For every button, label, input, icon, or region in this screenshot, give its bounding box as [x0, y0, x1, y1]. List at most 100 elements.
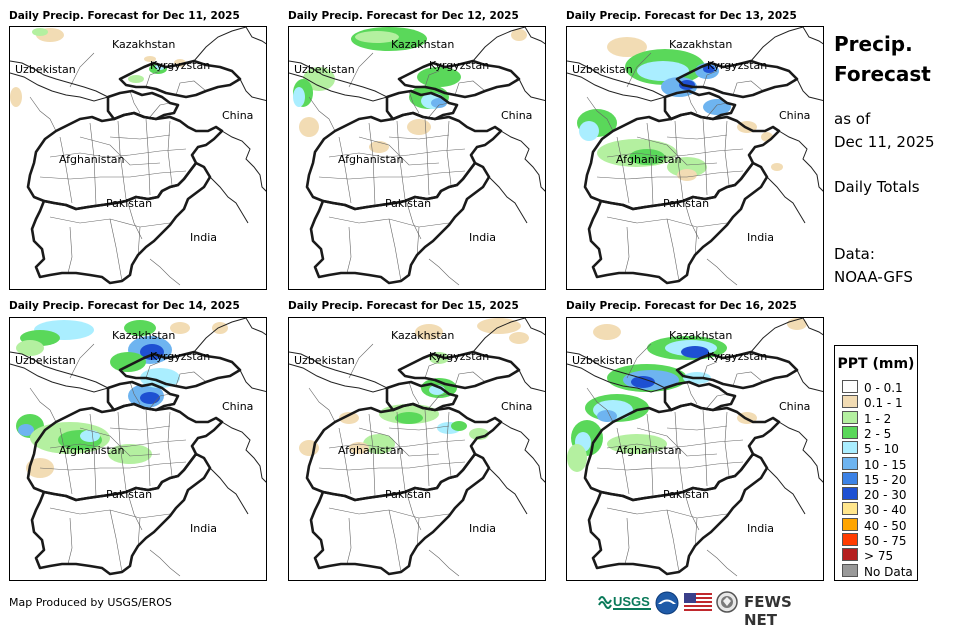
precip-map-dec-12: Kazakhstan Uzbekistan Kyrgyzstan China Afgha… [288, 26, 546, 290]
precip-cell [10, 87, 22, 107]
legend-label: 15 - 20 [864, 472, 907, 487]
legend-item: > 75 [842, 548, 893, 563]
precip-map-dec-11: Kazakhstan Uzbekistan Kyrgyzstan China Afgha… [9, 26, 267, 290]
legend-label: 40 - 50 [864, 518, 907, 533]
precip-cell [703, 65, 715, 73]
country-label-china: China [501, 109, 533, 122]
precip-cell [212, 322, 228, 334]
precip-cell [110, 352, 146, 372]
precip-cell [593, 324, 621, 340]
focus-country-boundaries [583, 59, 799, 285]
country-label-pakistan: Pakistan [663, 197, 710, 210]
legend-item: 15 - 20 [842, 471, 907, 487]
country-label-pakistan: Pakistan [106, 488, 153, 501]
country-label-afghanistan: Afghanistan [338, 444, 404, 457]
map-canvas [567, 318, 823, 577]
country-boundaries-outer [289, 318, 545, 515]
precip-cell [451, 421, 467, 431]
precip-cell [128, 75, 144, 83]
country-label-pakistan: Pakistan [106, 197, 153, 210]
legend-item: 0.1 - 1 [842, 395, 903, 410]
data-source-label: Data: [834, 245, 875, 263]
country-label-kyrgyzstan: Kyrgyzstan [150, 59, 211, 72]
legend-label: 2 - 5 [864, 426, 892, 441]
daily-totals-label: Daily Totals [834, 178, 920, 196]
precip-cell [170, 322, 190, 334]
legend-item: 0 - 0.1 [842, 380, 903, 395]
legend-swatch [842, 533, 858, 546]
usgs-logo: USGS [598, 591, 652, 615]
country-label-pakistan: Pakistan [385, 197, 432, 210]
legend-swatch [842, 563, 858, 577]
noaa-logo [655, 591, 679, 615]
as-of-label: as of [834, 110, 871, 128]
precip-map-dec-13: Kazakhstan Uzbekistan Kyrgyzstan China Afgha… [566, 26, 824, 290]
country-label-india: India [469, 522, 496, 535]
precip-field [16, 320, 228, 478]
province-boundaries [29, 343, 207, 577]
legend-swatch [842, 425, 858, 439]
precip-map-dec-15: Kazakhstan Uzbekistan Kyrgyzstan China Afgha… [288, 317, 546, 581]
country-label-india: India [469, 231, 496, 244]
precip-cell [509, 332, 529, 344]
precip-cell [32, 28, 48, 36]
forecast-heading-line1: Precip. [834, 32, 913, 56]
country-label-pakistan: Pakistan [663, 488, 710, 501]
country-label-afghanistan: Afghanistan [338, 153, 404, 166]
precip-cell [363, 434, 395, 454]
map-canvas [289, 27, 545, 286]
fews-net-logo: FEWS NET [744, 593, 792, 629]
legend-label: No Data [864, 564, 913, 579]
legend-swatch [842, 456, 858, 470]
precip-cell [407, 119, 431, 135]
country-label-afghanistan: Afghanistan [616, 153, 682, 166]
legend-item: 5 - 10 [842, 441, 899, 456]
precip-cell [607, 37, 647, 57]
province-boundaries [308, 52, 486, 286]
precip-cell [567, 444, 587, 472]
country-label-china: China [222, 109, 254, 122]
precip-cell [681, 346, 709, 358]
country-label-kazakhstan: Kazakhstan [112, 329, 176, 342]
focus-country-boundaries [305, 59, 521, 285]
forecast-heading-line2: Forecast [834, 62, 931, 86]
country-label-uzbekistan: Uzbekistan [15, 63, 76, 76]
focus-country-boundaries [583, 350, 799, 576]
country-label-kazakhstan: Kazakhstan [391, 38, 455, 51]
legend-label: 50 - 75 [864, 534, 907, 548]
precip-cell [80, 430, 100, 442]
country-boundaries-outer [289, 27, 545, 224]
country-label-india: India [190, 522, 217, 535]
country-label-kazakhstan: Kazakhstan [112, 38, 176, 51]
country-label-kyrgyzstan: Kyrgyzstan [707, 59, 768, 72]
precip-cell [140, 392, 160, 404]
forecast-heading: Precip. Forecast [834, 29, 931, 89]
country-label-china: China [779, 400, 811, 413]
legend-label: 1 - 2 [864, 411, 892, 426]
legend-swatch [842, 502, 858, 516]
country-label-afghanistan: Afghanistan [59, 153, 125, 166]
precip-cell [597, 410, 617, 422]
panel-title-3: Daily Precip. Forecast for Dec 13, 2025 [566, 10, 797, 22]
country-label-kazakhstan: Kazakhstan [391, 329, 455, 342]
legend-title: PPT (mm) [837, 356, 915, 372]
precip-field [10, 28, 186, 107]
legend-item: 40 - 50 [842, 517, 907, 533]
precip-cell [355, 31, 399, 43]
map-canvas [567, 27, 823, 286]
data-source: Data: NOAA-GFS [834, 243, 913, 289]
country-label-china: China [501, 400, 533, 413]
precip-map-dec-14: Kazakhstan Uzbekistan Kyrgyzstan China Afgha… [9, 317, 267, 581]
as-of-date: as of Dec 11, 2025 [834, 108, 935, 154]
country-boundaries-outer [567, 318, 823, 515]
country-label-kyrgyzstan: Kyrgyzstan [150, 350, 211, 363]
legend-swatch [842, 487, 858, 501]
country-boundaries-outer [10, 318, 266, 515]
map-canvas [289, 318, 545, 577]
map-credit: Map Produced by USGS/EROS [9, 596, 172, 609]
state-seal-icon [716, 591, 738, 615]
panel-title-4: Daily Precip. Forecast for Dec 14, 2025 [9, 300, 240, 312]
precip-map-dec-16: Kazakhstan Uzbekistan Kyrgyzstan China Afgha… [566, 317, 824, 581]
precip-cell [771, 163, 783, 171]
precip-cell [703, 99, 731, 115]
